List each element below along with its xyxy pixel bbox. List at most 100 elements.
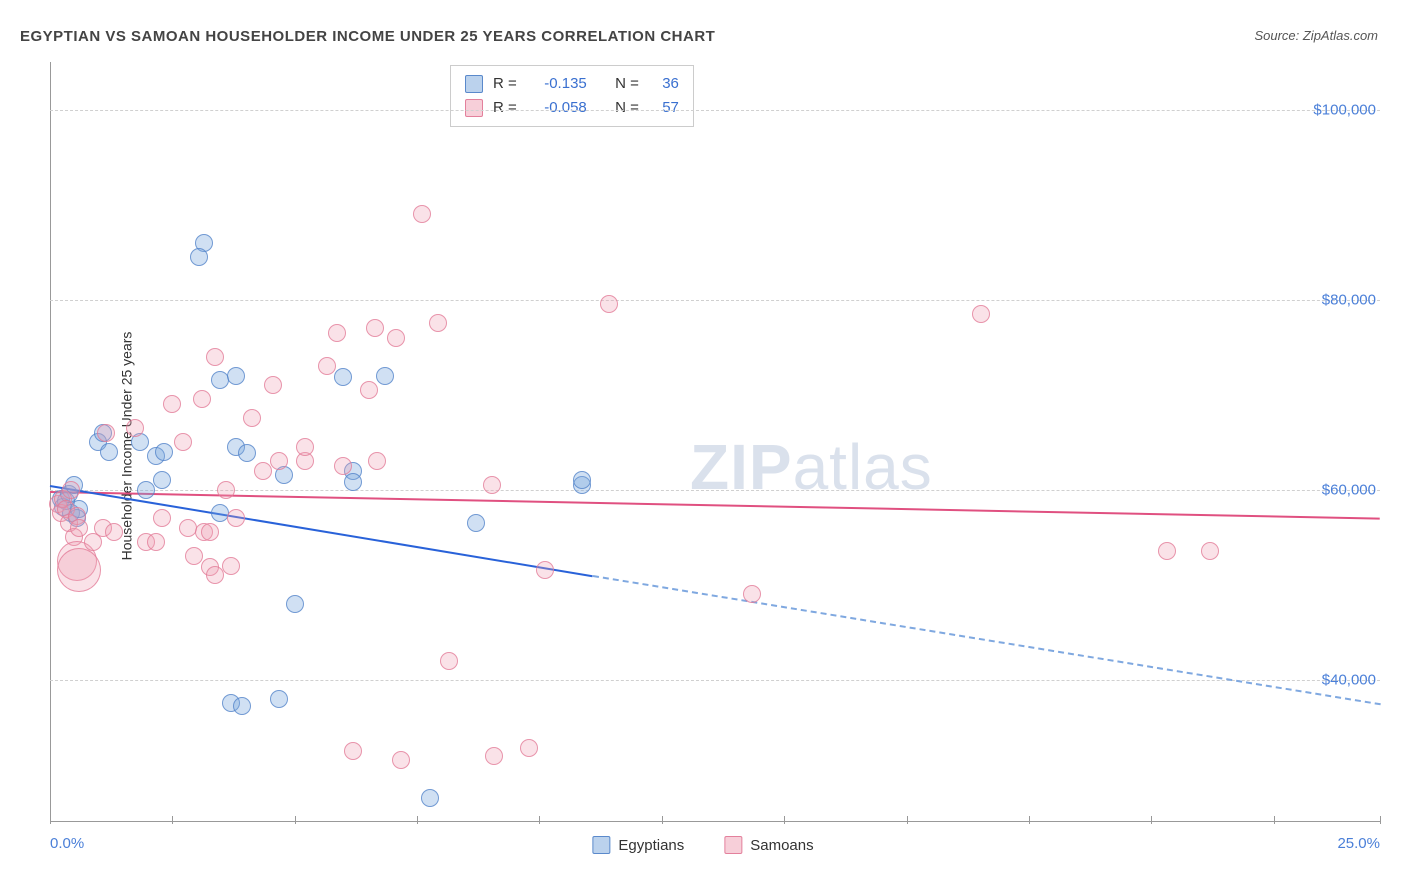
x-tick [1274, 816, 1275, 824]
data-point [163, 395, 181, 413]
data-point [153, 509, 171, 527]
data-point [429, 314, 447, 332]
data-point [201, 523, 219, 541]
data-point [483, 476, 501, 494]
data-point [100, 443, 118, 461]
data-point [233, 697, 251, 715]
data-point [440, 652, 458, 670]
data-point [97, 424, 115, 442]
legend-swatch-blue-icon [592, 836, 610, 854]
data-point [1201, 542, 1219, 560]
legend-swatch-pink-icon [724, 836, 742, 854]
data-point [238, 444, 256, 462]
correlation-legend: R = -0.135 N = 36 R = -0.058 N = 57 [450, 65, 694, 127]
data-point [190, 248, 208, 266]
data-point [1158, 542, 1176, 560]
x-tick [1151, 816, 1152, 824]
data-point [105, 523, 123, 541]
data-point [174, 433, 192, 451]
data-point [413, 205, 431, 223]
r-label-0: R = [493, 72, 517, 96]
data-point [296, 438, 314, 456]
data-point [70, 519, 88, 537]
data-point [743, 585, 761, 603]
x-tick [50, 816, 51, 824]
data-point [392, 751, 410, 769]
y-tick-label: $100,000 [1313, 101, 1376, 118]
gridline [50, 490, 1380, 491]
data-point [360, 381, 378, 399]
chart-title: EGYPTIAN VS SAMOAN HOUSEHOLDER INCOME UN… [20, 28, 715, 45]
chart-container: EGYPTIAN VS SAMOAN HOUSEHOLDER INCOME UN… [0, 0, 1406, 892]
data-point [270, 690, 288, 708]
legend-item-samoans: Samoans [724, 836, 813, 854]
r-label-1: R = [493, 96, 517, 120]
x-tick [662, 816, 663, 824]
y-tick-label: $80,000 [1322, 291, 1376, 308]
x-tick-label-right: 25.0% [1337, 835, 1380, 852]
x-tick [1029, 816, 1030, 824]
data-point [62, 481, 80, 499]
data-point [185, 547, 203, 565]
data-point [126, 419, 144, 437]
data-point [286, 595, 304, 613]
data-point [227, 509, 245, 527]
legend-item-egyptians: Egyptians [592, 836, 684, 854]
gridline [50, 110, 1380, 111]
legend-label-1: Samoans [750, 837, 813, 854]
swatch-blue-icon [465, 75, 483, 93]
data-point [344, 742, 362, 760]
data-point [467, 514, 485, 532]
y-tick-label: $40,000 [1322, 671, 1376, 688]
data-point [155, 443, 173, 461]
n-label-0: N = [615, 72, 639, 96]
data-point [147, 533, 165, 551]
data-point [344, 473, 362, 491]
data-point [254, 462, 272, 480]
data-point [536, 561, 554, 579]
gridline [50, 300, 1380, 301]
r-value-1: -0.058 [527, 96, 587, 120]
data-point [217, 481, 235, 499]
legend-label-0: Egyptians [618, 837, 684, 854]
data-point [421, 789, 439, 807]
source-label: Source: ZipAtlas.com [1254, 28, 1378, 43]
data-point [270, 452, 288, 470]
r-value-0: -0.135 [527, 72, 587, 96]
data-point [368, 452, 386, 470]
data-point [328, 324, 346, 342]
data-point [206, 566, 224, 584]
data-point [600, 295, 618, 313]
x-tick [784, 816, 785, 824]
data-point [227, 367, 245, 385]
data-point [366, 319, 384, 337]
data-point [318, 357, 336, 375]
data-point [485, 747, 503, 765]
series-legend: Egyptians Samoans [592, 836, 813, 854]
data-point [387, 329, 405, 347]
corr-row-samoans: R = -0.058 N = 57 [465, 96, 679, 120]
data-point [573, 471, 591, 489]
data-point [57, 548, 101, 592]
data-point [243, 409, 261, 427]
x-tick [172, 816, 173, 824]
data-point [137, 481, 155, 499]
y-tick-label: $60,000 [1322, 481, 1376, 498]
x-tick [295, 816, 296, 824]
n-value-1: 57 [649, 96, 679, 120]
data-point [334, 368, 352, 386]
x-tick [907, 816, 908, 824]
n-label-1: N = [615, 96, 639, 120]
x-tick [417, 816, 418, 824]
n-value-0: 36 [649, 72, 679, 96]
data-point [264, 376, 282, 394]
x-tick [1380, 816, 1381, 824]
data-point [206, 348, 224, 366]
data-point [334, 457, 352, 475]
x-tick [539, 816, 540, 824]
data-point [222, 557, 240, 575]
data-point [972, 305, 990, 323]
data-point [193, 390, 211, 408]
data-point [376, 367, 394, 385]
x-tick-label-left: 0.0% [50, 835, 84, 852]
